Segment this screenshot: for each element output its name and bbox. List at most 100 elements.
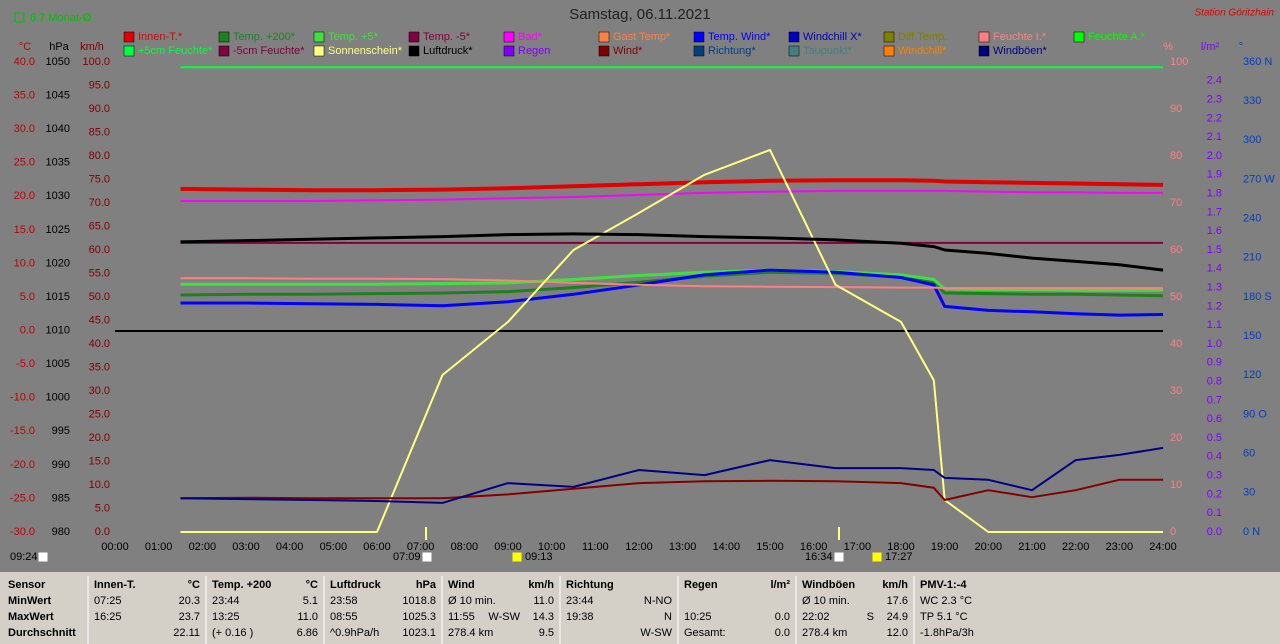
x-tick-label: 08:00: [451, 541, 479, 553]
y-tick-label: 0.3: [1207, 470, 1222, 482]
legend-swatch: [313, 45, 325, 57]
y-tick-label: 0.5: [1207, 432, 1222, 444]
legend-swatch: [503, 31, 515, 43]
y-tick-label: 30: [1243, 487, 1255, 499]
legend-label: -5cm Feuchte*: [233, 45, 305, 57]
y-tick-label: 330: [1243, 95, 1261, 107]
series-line: [180, 178, 1164, 193]
y-tick-label: 10.0: [14, 257, 35, 269]
y-tick-label: 25.0: [89, 408, 110, 420]
x-tick-label: 23:00: [1106, 541, 1134, 553]
table-header: Luftdruck: [330, 579, 382, 591]
y-tick-label: -10.0: [10, 392, 35, 404]
axis-title: km/h: [80, 41, 104, 53]
y-tick-label: 985: [52, 492, 70, 504]
y-tick-label: 0.8: [1207, 376, 1222, 388]
station-name: Station Göritzhain: [1195, 8, 1275, 19]
y-tick-label: 995: [52, 425, 70, 437]
legend-swatch: [218, 31, 230, 43]
table-cell: 19:38: [566, 611, 594, 623]
x-tick-label: 20:00: [975, 541, 1003, 553]
y-tick-label: 20.0: [89, 432, 110, 444]
legend-swatch: [978, 31, 990, 43]
y-tick-label: 2.1: [1207, 131, 1222, 143]
table-cell: 1025.3: [402, 611, 436, 623]
table-cell: 1018.8: [402, 595, 436, 607]
table-cell: W-SW: [640, 627, 672, 639]
legend-swatch: [598, 45, 610, 57]
table-header: PMV-1:-4: [920, 579, 967, 591]
legend-swatch: [883, 31, 895, 43]
y-tick-label: 1050: [46, 56, 70, 68]
y-tick-label: 100.0: [82, 56, 110, 68]
y-tick-label: 20: [1170, 432, 1182, 444]
series-line: [180, 478, 1163, 501]
y-tick-label: 1.3: [1207, 282, 1222, 294]
y-tick-label: 1040: [46, 123, 70, 135]
marker-icon: [37, 551, 49, 563]
y-tick-label: 90: [1170, 103, 1182, 115]
y-tick-label: 0.2: [1207, 488, 1222, 500]
table-header: °C: [306, 579, 318, 591]
y-tick-label: 0.6: [1207, 413, 1222, 425]
y-tick-label: 1.9: [1207, 169, 1222, 181]
y-tick-label: 0.7: [1207, 394, 1222, 406]
legend-label: Feuchte I.*: [993, 31, 1047, 43]
series-line: [180, 268, 1164, 317]
legend-swatch: [313, 31, 325, 43]
table-cell: 17.6: [887, 595, 908, 607]
x-tick-label: 02:00: [189, 541, 217, 553]
y-tick-label: 210: [1243, 252, 1261, 264]
y-tick-label: 0.1: [1207, 507, 1222, 519]
y-tick-label: 40.0: [14, 56, 35, 68]
table-cell: Gesamt:: [684, 627, 726, 639]
table-cell: 5.1: [303, 595, 318, 607]
table-cell: 0.0: [775, 627, 790, 639]
y-tick-label: -20.0: [10, 459, 35, 471]
x-tick-label: 12:00: [625, 541, 653, 553]
y-tick-label: 980: [52, 526, 70, 538]
y-tick-label: 270 W: [1243, 173, 1275, 185]
table-header: Regen: [684, 579, 718, 591]
table-cell: -1.8hPa/3h: [920, 627, 974, 639]
x-tick-label: 03:00: [232, 541, 260, 553]
y-tick-label: 1035: [46, 157, 70, 169]
y-tick-label: 95.0: [89, 79, 110, 91]
y-tick-label: 5.0: [20, 291, 35, 303]
series-line: [180, 148, 1163, 533]
table-cell: 23:44: [212, 595, 240, 607]
x-tick-label: 10:00: [538, 541, 566, 553]
legend-swatch: [788, 45, 800, 57]
y-tick-label: 1015: [46, 291, 70, 303]
y-tick-label: 60: [1170, 244, 1182, 256]
table-cell: (+ 0.16 ): [212, 627, 253, 639]
x-tick-label: 00:00: [101, 541, 129, 553]
axis-title: °C: [19, 41, 31, 53]
x-tick-label: 19:00: [931, 541, 959, 553]
x-tick-label: 01:00: [145, 541, 173, 553]
y-tick-label: 1.0: [1207, 338, 1222, 350]
table-cell: 12.0: [887, 627, 908, 639]
monthly-icon: [14, 12, 25, 23]
table-cell: MinWert: [8, 595, 52, 607]
table-cell: 08:55: [330, 611, 358, 623]
table-cell: N: [664, 611, 672, 623]
table-cell: Ø 10 min.: [802, 595, 850, 607]
y-tick-label: 10: [1170, 479, 1182, 491]
table-header: km/h: [528, 579, 554, 591]
y-tick-label: 35.0: [89, 361, 110, 373]
table-header: Wind: [448, 579, 475, 591]
y-tick-label: 60: [1243, 448, 1255, 460]
table-cell: N-NO: [644, 595, 673, 607]
y-tick-label: 10.0: [89, 479, 110, 491]
table-cell: 24.9: [887, 611, 908, 623]
table-header: Richtung: [566, 579, 614, 591]
y-tick-label: 150: [1243, 330, 1261, 342]
legend-label: Windchill*: [898, 45, 947, 57]
x-tick-label: 04:00: [276, 541, 304, 553]
table-cell: 16:25: [94, 611, 122, 623]
y-tick-label: 360 N: [1243, 56, 1272, 68]
y-tick-label: 0 N: [1243, 526, 1260, 538]
x-tick-label: 13:00: [669, 541, 697, 553]
y-tick-label: 1010: [46, 324, 70, 336]
